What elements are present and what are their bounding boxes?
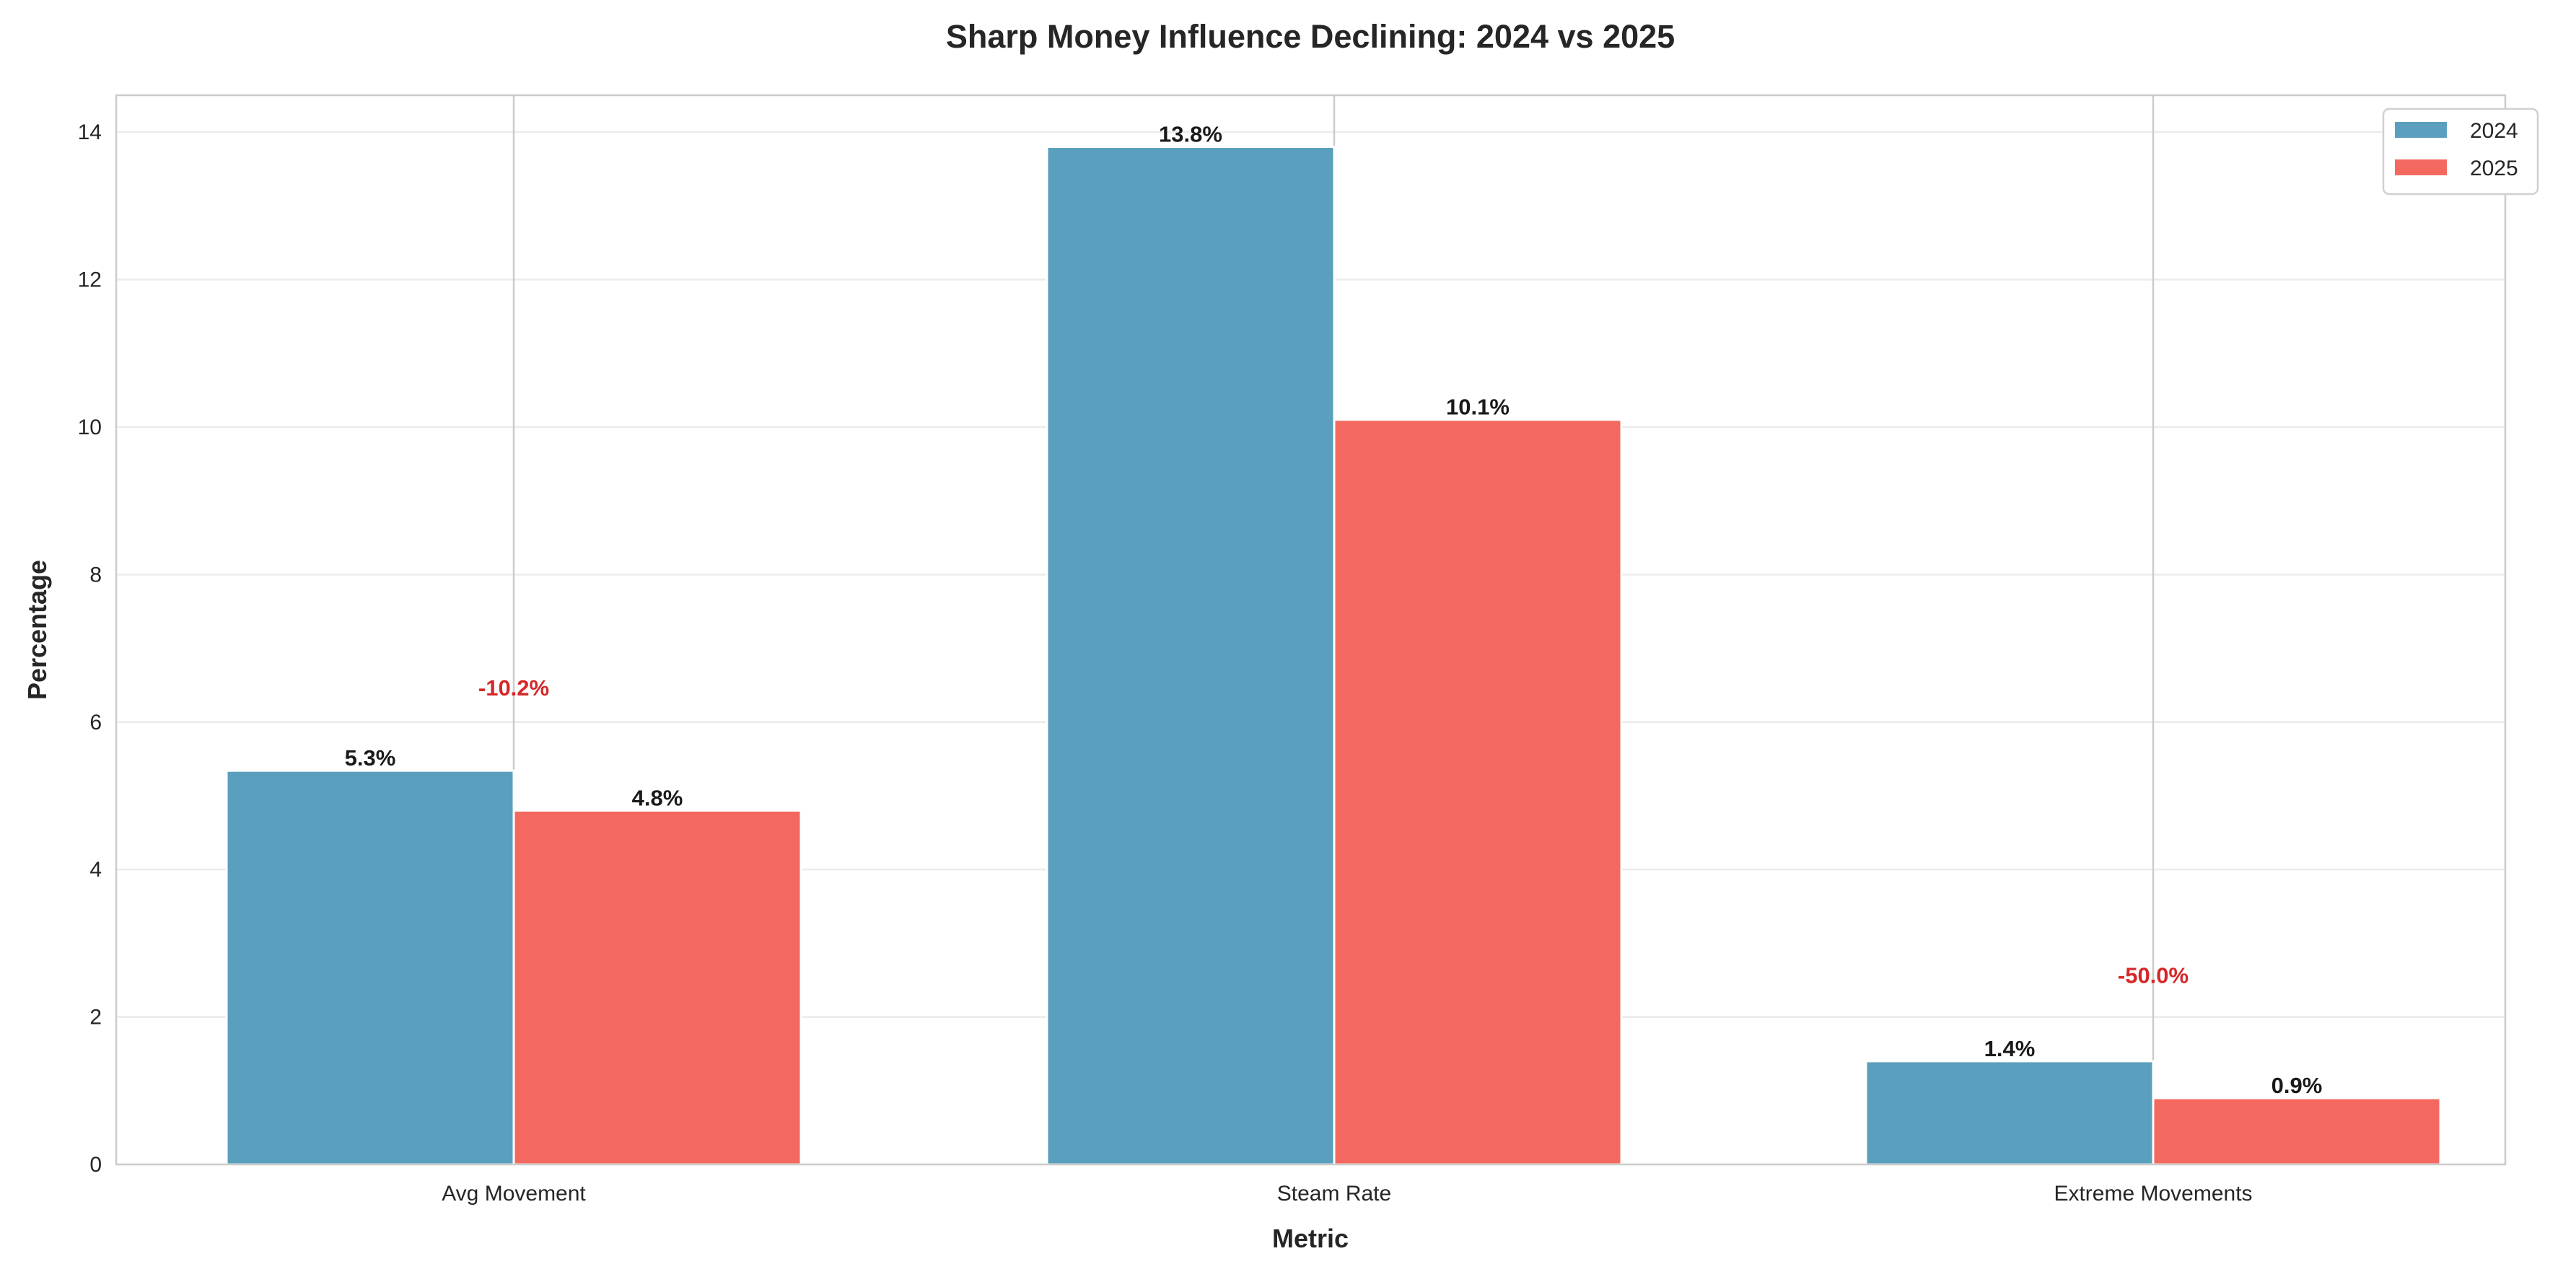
bar-2024-1 [1046, 146, 1336, 1166]
y-tick-label: 14 [78, 120, 102, 144]
y-tick-label: 0 [89, 1153, 102, 1177]
bar-2025-1 [1333, 418, 1623, 1166]
bar-2025-0 [512, 809, 802, 1166]
bar-2024-2 [1865, 1060, 2155, 1166]
legend-label-2025: 2025 [2470, 157, 2518, 180]
x-tick-label: Avg Movement [442, 1182, 586, 1206]
legend-label-2024: 2024 [2470, 119, 2518, 143]
y-axis-label: Percentage [22, 560, 52, 700]
bar-value-label: 5.3% [345, 745, 396, 771]
change-annotation: -50.0% [2118, 963, 2189, 988]
bar-value-label: 0.9% [2271, 1073, 2323, 1098]
legend-swatch-2024 [2395, 122, 2447, 138]
bar-2025-2 [2152, 1097, 2442, 1166]
x-tick-label: Steam Rate [1277, 1182, 1391, 1206]
bar-value-label: 13.8% [1159, 122, 1222, 147]
y-tick-label: 4 [89, 858, 102, 882]
y-tick-label: 12 [78, 268, 102, 292]
bar-value-label: 1.4% [1984, 1036, 2036, 1061]
bar-2024-0 [225, 769, 515, 1166]
y-tick-label: 2 [89, 1006, 102, 1030]
plot-frame [115, 94, 2507, 1166]
bar-value-label: 4.8% [632, 785, 683, 810]
change-annotation: -10.2% [478, 675, 549, 701]
legend-swatch-2025 [2395, 159, 2447, 175]
legend: 2024 2025 [2382, 107, 2539, 196]
y-tick-label: 6 [89, 711, 102, 734]
chart-title: Sharp Money Influence Declining: 2024 vs… [946, 18, 1675, 55]
bar-value-label: 10.1% [1446, 395, 1510, 420]
x-axis-label: Metric [1272, 1224, 1349, 1253]
y-tick-label: 8 [89, 563, 102, 587]
y-tick-label: 10 [78, 416, 102, 439]
x-tick-label: Extreme Movements [2054, 1182, 2252, 1206]
